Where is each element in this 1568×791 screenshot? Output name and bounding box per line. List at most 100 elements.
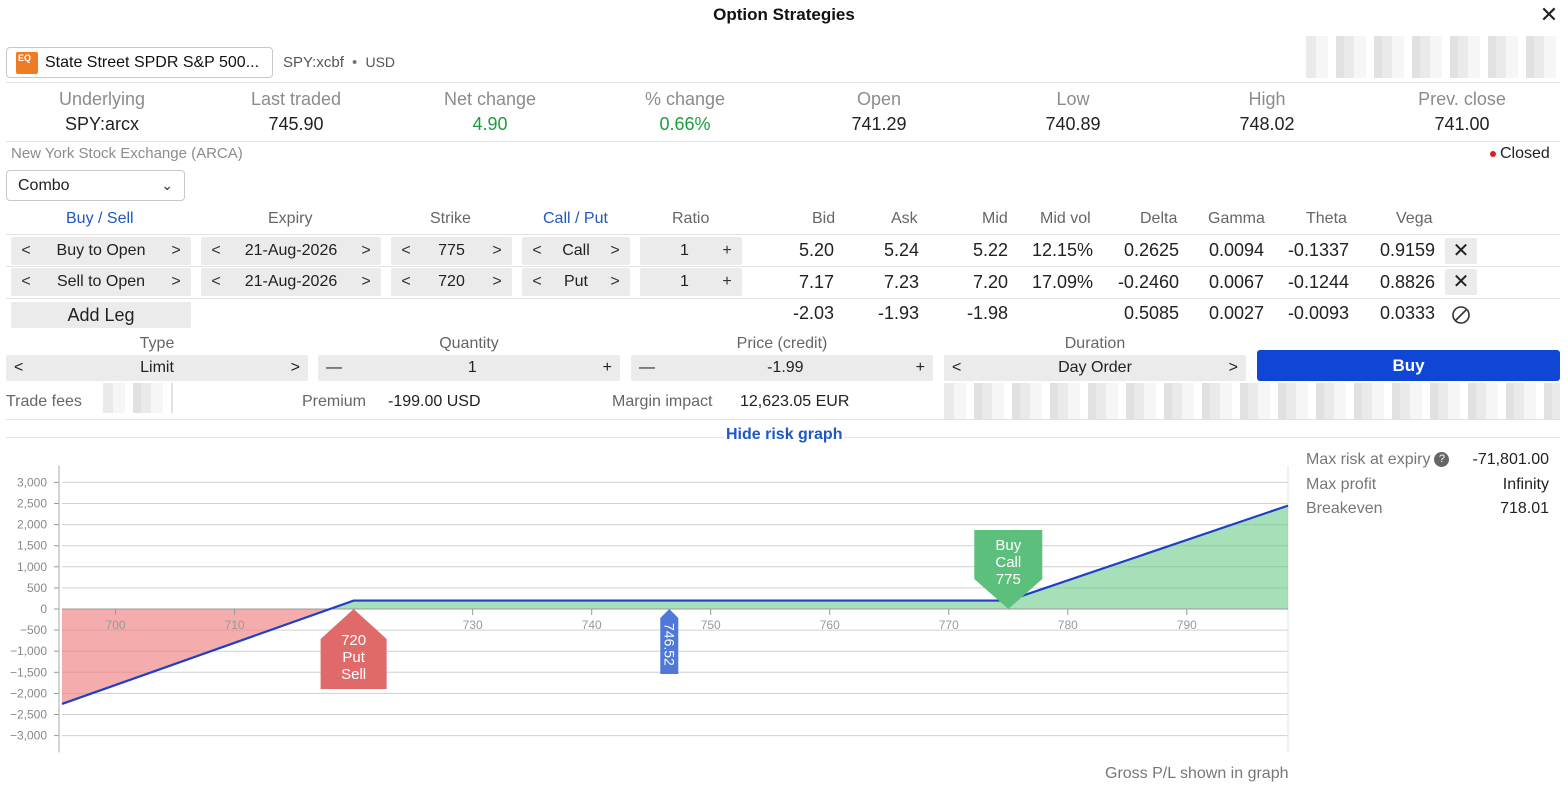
status-dot-icon xyxy=(1490,150,1496,157)
total-delta: 0.5085 xyxy=(1123,303,1179,323)
put-sell-marker-label: 720 xyxy=(341,632,366,649)
x-tick-label: 740 xyxy=(582,618,602,632)
buy-button[interactable]: Buy xyxy=(1257,350,1560,381)
plus-icon[interactable]: + xyxy=(722,242,732,259)
chevron-right-icon[interactable]: > xyxy=(492,242,502,259)
chevron-left-icon[interactable]: < xyxy=(211,273,221,290)
chevron-right-icon[interactable]: > xyxy=(361,242,371,259)
chevron-left-icon[interactable]: < xyxy=(401,273,411,290)
leg1-ratio-stepper[interactable]: 1 + xyxy=(640,237,742,265)
header-theta: Theta xyxy=(1306,210,1347,227)
chevron-right-icon[interactable]: > xyxy=(492,273,502,290)
leg2-ratio-stepper[interactable]: 1 + xyxy=(640,268,742,296)
chevron-left-icon[interactable]: < xyxy=(532,242,542,259)
y-tick-label: 3,000 xyxy=(17,475,47,489)
chevron-left-icon[interactable]: < xyxy=(21,242,31,259)
leg1-expiry-stepper[interactable]: <21-Aug-2026 > xyxy=(201,237,381,265)
strategy-select[interactable]: Combo ⌄ xyxy=(6,170,185,201)
header-call-put[interactable]: Call / Put xyxy=(543,210,608,227)
plus-icon[interactable]: + xyxy=(602,359,612,376)
close-icon: ✕ xyxy=(1452,271,1470,293)
remove-leg1-button[interactable]: ✕ xyxy=(1445,238,1477,264)
minus-icon[interactable]: — xyxy=(326,359,342,376)
remove-leg2-button[interactable]: ✕ xyxy=(1445,269,1477,295)
breakeven-value: 718.01 xyxy=(1500,500,1549,517)
header-mid-vol: Mid vol xyxy=(1040,210,1091,227)
leg1-theta: -0.1337 xyxy=(1287,240,1349,260)
total-theta: -0.0093 xyxy=(1287,303,1349,323)
premium-value: -199.00 USD xyxy=(388,393,481,410)
header-buy-sell[interactable]: Buy / Sell xyxy=(66,210,134,227)
x-tick-label: 710 xyxy=(225,618,245,632)
leg1-ask: 5.24 xyxy=(883,240,919,260)
leg1-strike-stepper[interactable]: <775 > xyxy=(391,237,512,265)
instrument-symbol: SPY:xcbf xyxy=(283,54,344,71)
total-mid: -1.98 xyxy=(966,303,1008,323)
chevron-left-icon[interactable]: < xyxy=(211,242,221,259)
call-buy-marker-label: Call xyxy=(995,554,1021,571)
leg2-mid-vol: 17.09% xyxy=(1031,272,1093,292)
y-tick-label: 2,000 xyxy=(17,518,47,532)
quantity-stepper[interactable]: —1 + xyxy=(318,355,620,381)
duration-label: Duration xyxy=(1064,335,1126,352)
chevron-right-icon[interactable]: > xyxy=(171,273,181,290)
y-tick-label: −2,500 xyxy=(10,708,47,722)
leg1-type-stepper[interactable]: < Call > xyxy=(522,237,630,265)
price-stepper[interactable]: — -1.99 + xyxy=(631,355,933,381)
risk-graph: 3,000 2,500 2,000 1,500 1,000 500 0 −500 −1,000 −… xyxy=(10,465,1289,753)
chevron-right-icon[interactable]: > xyxy=(361,273,371,290)
header-ask: Ask xyxy=(891,210,918,227)
divider xyxy=(6,141,1560,142)
leg2-type-stepper[interactable]: < Put > xyxy=(522,268,630,296)
chevron-left-icon[interactable]: < xyxy=(21,273,31,290)
leg2-gamma: 0.0067 xyxy=(1208,272,1264,292)
leg2-strike-stepper[interactable]: <720 > xyxy=(391,268,512,296)
leg1-side-stepper[interactable]: < Buy to Open > xyxy=(11,237,191,265)
breakeven-label: Breakeven xyxy=(1306,500,1383,517)
close-icon[interactable]: ✕ xyxy=(1539,2,1559,27)
add-leg-button[interactable]: Add Leg xyxy=(11,302,191,328)
duration-stepper[interactable]: < Day Order > xyxy=(944,355,1246,381)
plus-icon[interactable]: + xyxy=(722,273,732,290)
order-type-label: Type xyxy=(139,335,175,352)
call-buy-marker xyxy=(974,530,1043,609)
redacted-area xyxy=(944,383,1560,419)
chevron-right-icon[interactable]: > xyxy=(290,359,300,376)
leg2-expiry-stepper[interactable]: <21-Aug-2026 > xyxy=(201,268,381,296)
chevron-down-icon: ⌄ xyxy=(161,177,173,193)
leg2-delta: -0.2460 xyxy=(1117,272,1179,292)
hide-risk-graph-link[interactable]: Hide risk graph xyxy=(724,426,845,444)
chevron-right-icon[interactable]: > xyxy=(171,242,181,259)
x-tick-label: 750 xyxy=(701,618,721,632)
help-icon[interactable]: ? xyxy=(1434,452,1450,468)
stat-pct-change: % change 0.66% xyxy=(644,89,726,134)
leg1-gamma: 0.0094 xyxy=(1208,240,1264,260)
chevron-right-icon[interactable]: > xyxy=(610,242,620,259)
minus-icon[interactable]: — xyxy=(639,359,655,376)
total-bid: -2.03 xyxy=(792,303,834,323)
chevron-left-icon[interactable]: < xyxy=(952,359,962,376)
chevron-left-icon[interactable]: < xyxy=(401,242,411,259)
x-tick-label: 700 xyxy=(106,618,126,632)
trade-fees-label: Trade fees xyxy=(6,393,82,410)
clear-all-icon[interactable] xyxy=(1450,304,1472,326)
instrument-currency: USD xyxy=(365,54,396,70)
chevron-left-icon[interactable]: < xyxy=(532,273,542,290)
plus-icon[interactable]: + xyxy=(915,359,925,376)
x-tick-label: 770 xyxy=(939,618,959,632)
margin-impact-label: Margin impact xyxy=(612,393,713,410)
chevron-left-icon[interactable]: < xyxy=(14,359,24,376)
chevron-right-icon[interactable]: > xyxy=(610,273,620,290)
max-profit-label: Max profit xyxy=(1306,476,1377,493)
instrument-selector[interactable]: EQ State Street SPDR S&P 500... xyxy=(6,47,273,78)
order-type-stepper[interactable]: < Limit > xyxy=(6,355,308,381)
leg2-side-stepper[interactable]: < Sell to Open > xyxy=(11,268,191,296)
chevron-right-icon[interactable]: > xyxy=(1228,359,1238,376)
header-ratio: Ratio xyxy=(672,210,710,227)
y-tick-label: 500 xyxy=(27,581,47,595)
max-risk-label: Max risk at expiry? xyxy=(1306,451,1450,469)
x-tick-label: 730 xyxy=(463,618,483,632)
y-tick-label: 2,500 xyxy=(17,497,47,511)
leg1-delta: 0.2625 xyxy=(1123,240,1179,260)
stat-low: Low 740.89 xyxy=(1045,89,1101,134)
